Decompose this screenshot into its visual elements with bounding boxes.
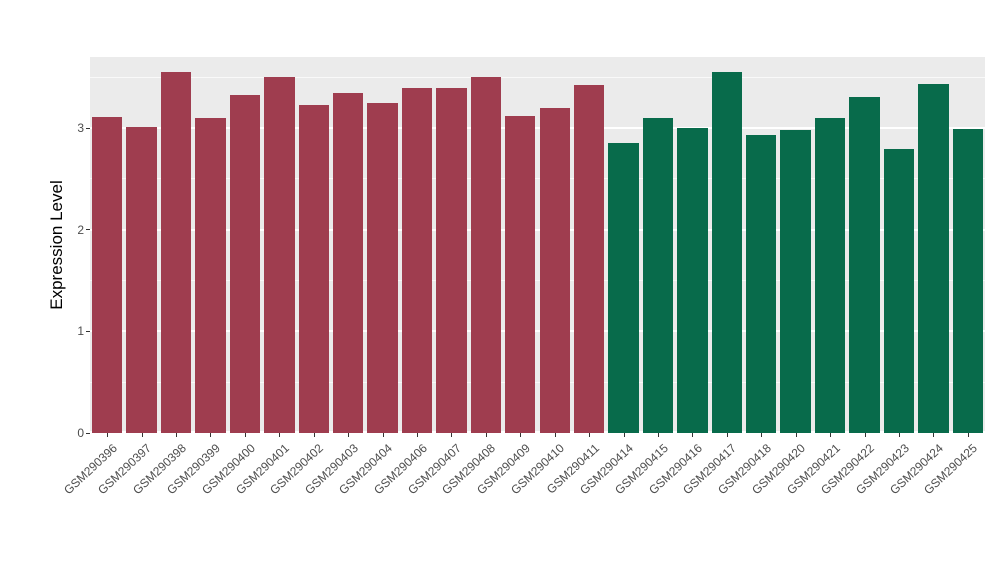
x-tick-mark bbox=[382, 433, 384, 437]
y-tick-mark bbox=[86, 432, 90, 434]
bar bbox=[539, 107, 570, 433]
y-tick-label: 3 bbox=[77, 121, 84, 136]
bar bbox=[436, 87, 467, 433]
x-tick-mark bbox=[210, 433, 212, 437]
bar bbox=[505, 115, 536, 433]
gridline-minor bbox=[90, 76, 985, 78]
x-tick-mark bbox=[244, 433, 246, 437]
x-tick-mark bbox=[279, 433, 281, 437]
bar bbox=[883, 149, 915, 433]
x-tick-mark bbox=[176, 433, 178, 437]
bar bbox=[264, 77, 295, 433]
bar bbox=[608, 143, 639, 433]
bar bbox=[711, 72, 743, 433]
x-tick-mark bbox=[657, 433, 659, 437]
x-tick-mark bbox=[451, 433, 453, 437]
x-tick-mark bbox=[795, 433, 797, 437]
y-tick-mark bbox=[86, 127, 90, 129]
x-tick-mark bbox=[623, 433, 625, 437]
x-tick-mark bbox=[726, 433, 728, 437]
x-tick-mark bbox=[898, 433, 900, 437]
x-tick-mark bbox=[589, 433, 591, 437]
bar bbox=[401, 87, 433, 433]
y-tick-label: 1 bbox=[77, 324, 84, 339]
x-tick-mark bbox=[520, 433, 522, 437]
y-tick-label: 2 bbox=[77, 222, 84, 237]
bar bbox=[814, 117, 846, 433]
bar bbox=[780, 130, 811, 433]
bar bbox=[298, 104, 329, 433]
x-tick-mark bbox=[830, 433, 832, 437]
bar bbox=[229, 94, 261, 433]
gridline-minor bbox=[90, 178, 985, 180]
bar bbox=[952, 129, 983, 433]
gridline-major bbox=[90, 228, 985, 231]
x-tick-mark bbox=[933, 433, 935, 437]
bar bbox=[573, 85, 605, 433]
gridline-major bbox=[90, 127, 985, 130]
bar bbox=[195, 117, 226, 433]
x-tick-mark bbox=[417, 433, 419, 437]
bar bbox=[126, 127, 157, 433]
x-tick-mark bbox=[761, 433, 763, 437]
x-tick-mark bbox=[348, 433, 350, 437]
x-tick-mark bbox=[967, 433, 969, 437]
y-axis-title: Expression Level bbox=[47, 180, 66, 310]
bar bbox=[160, 72, 192, 433]
gridline-major bbox=[90, 431, 985, 433]
bar bbox=[746, 135, 777, 433]
plot-panel bbox=[90, 57, 985, 433]
gridline-minor bbox=[90, 381, 985, 383]
bar bbox=[470, 77, 502, 433]
x-tick-mark bbox=[864, 433, 866, 437]
x-tick-mark bbox=[485, 433, 487, 437]
x-tick-mark bbox=[107, 433, 109, 437]
x-tick-mark bbox=[692, 433, 694, 437]
gridline-minor bbox=[90, 280, 985, 282]
y-tick-mark bbox=[86, 330, 90, 332]
bar bbox=[918, 84, 949, 433]
bar bbox=[367, 102, 398, 433]
x-tick-mark bbox=[554, 433, 556, 437]
bar bbox=[332, 92, 364, 433]
gridline-major bbox=[90, 330, 985, 333]
bar bbox=[677, 128, 708, 433]
bar bbox=[642, 117, 674, 433]
x-tick-mark bbox=[313, 433, 315, 437]
bar bbox=[849, 96, 880, 433]
y-tick-mark bbox=[86, 229, 90, 231]
bar bbox=[92, 116, 123, 433]
y-tick-label: 0 bbox=[77, 426, 84, 440]
x-tick-mark bbox=[141, 433, 143, 437]
